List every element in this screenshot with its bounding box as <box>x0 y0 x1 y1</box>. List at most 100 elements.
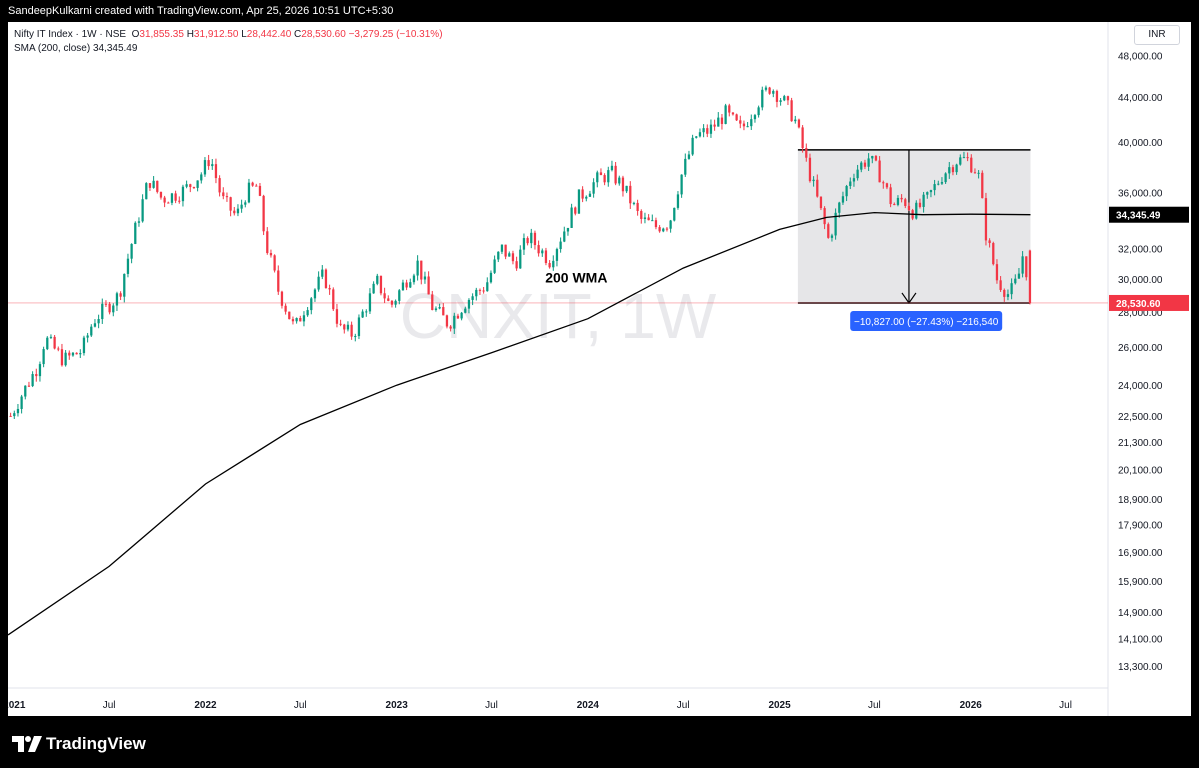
candle-body <box>552 260 555 268</box>
candle-body <box>790 100 793 122</box>
candle-body <box>669 220 672 229</box>
candle-body <box>9 415 12 417</box>
sma-row[interactable]: SMA (200, close) 34,345.49 <box>14 42 443 56</box>
candle-body <box>16 408 20 414</box>
candle-body <box>959 157 962 165</box>
candle-body <box>214 164 218 179</box>
candle-body <box>691 137 694 155</box>
candle-body <box>973 172 977 174</box>
candle-body <box>24 385 27 397</box>
candle-body <box>442 307 445 316</box>
candle-body <box>992 243 995 265</box>
candle-body <box>42 349 45 365</box>
candle-body <box>863 162 867 167</box>
ohlc-row: Nifty IT Index · 1W · NSE O31,855.35 H31… <box>14 28 443 42</box>
candle-body <box>427 276 430 295</box>
y-tick-label: 16,900.00 <box>1118 548 1163 559</box>
candle-body <box>702 128 705 133</box>
candle-body <box>816 179 819 197</box>
candle-body <box>222 192 225 197</box>
candle-body <box>471 296 474 300</box>
candle-body <box>1025 256 1028 278</box>
candle-body <box>695 136 698 138</box>
candle-body <box>431 294 434 311</box>
candle-body <box>922 194 925 207</box>
candle-body <box>86 335 89 338</box>
candle-body <box>860 162 863 170</box>
candle-body <box>475 289 478 297</box>
candle-body <box>889 187 892 205</box>
candle-body <box>405 282 408 288</box>
candle-body <box>339 323 342 325</box>
candle-body <box>350 324 353 337</box>
candle-body <box>185 184 188 187</box>
candle-body <box>757 107 760 116</box>
candle-body <box>13 413 16 417</box>
candle-body <box>486 282 489 292</box>
candle-body <box>918 202 922 207</box>
candle-body <box>511 253 515 262</box>
candle-body <box>1028 250 1032 303</box>
candle-body <box>937 183 940 185</box>
candle-body <box>112 305 115 313</box>
y-tick-label: 22,500.00 <box>1118 412 1163 423</box>
candle-body <box>530 232 533 244</box>
candle-body <box>500 244 504 252</box>
candle-body <box>390 300 394 305</box>
candle-body <box>882 182 885 184</box>
candle-body <box>724 105 727 124</box>
candle-body <box>291 319 295 322</box>
candle-body <box>262 195 265 232</box>
candle-body <box>38 364 42 377</box>
author-line: SandeepKulkarni created with TradingView… <box>8 5 394 17</box>
candle-body <box>658 227 661 232</box>
currency-button[interactable]: INR <box>1134 25 1180 45</box>
candle-body <box>948 167 951 174</box>
candle-body <box>522 238 526 250</box>
candle-body <box>196 180 199 188</box>
candle-body <box>548 263 551 268</box>
candle-body <box>97 319 100 324</box>
candle-body <box>988 240 991 244</box>
candle-body <box>896 197 900 205</box>
candle-body <box>493 259 496 273</box>
candle-body <box>368 293 372 312</box>
candle-body <box>82 337 86 354</box>
sma-price-label: 34,345.49 <box>1116 211 1161 222</box>
candle-body <box>335 309 339 324</box>
tradingview-logo[interactable]: TradingView <box>12 734 146 754</box>
candle-body <box>900 197 903 200</box>
candle-body <box>130 243 133 259</box>
x-tick-label: 2022 <box>194 700 217 711</box>
candle-body <box>856 169 859 179</box>
candle-body <box>1003 289 1006 297</box>
candle-body <box>768 87 771 94</box>
x-tick-label: 2024 <box>577 700 600 711</box>
low-label: L <box>241 29 247 40</box>
symbol-label[interactable]: Nifty IT Index · 1W · NSE <box>14 29 127 40</box>
candle-body <box>508 253 511 257</box>
tradingview-brand: TradingView <box>46 734 146 753</box>
candle-body <box>449 326 452 329</box>
candle-body <box>735 114 738 121</box>
candle-body <box>295 318 298 322</box>
candle-body <box>581 189 584 199</box>
candle-body <box>662 228 665 232</box>
candle-body <box>438 307 441 309</box>
candle-body <box>456 315 460 319</box>
candle-body <box>717 117 720 127</box>
candle-body <box>299 318 302 322</box>
candle-body <box>343 324 346 330</box>
candle-body <box>53 336 56 349</box>
y-tick-label: 21,300.00 <box>1118 438 1163 449</box>
candle-body <box>159 191 163 198</box>
candle-body <box>49 336 53 338</box>
candle-body <box>640 210 643 219</box>
candle-body <box>152 180 155 188</box>
candle-body <box>926 192 929 195</box>
candle-body <box>174 193 177 201</box>
candle-body <box>643 217 647 219</box>
candle-body <box>266 231 269 254</box>
chart-frame[interactable]: Nifty IT Index · 1W · NSE O31,855.35 H31… <box>8 22 1191 716</box>
